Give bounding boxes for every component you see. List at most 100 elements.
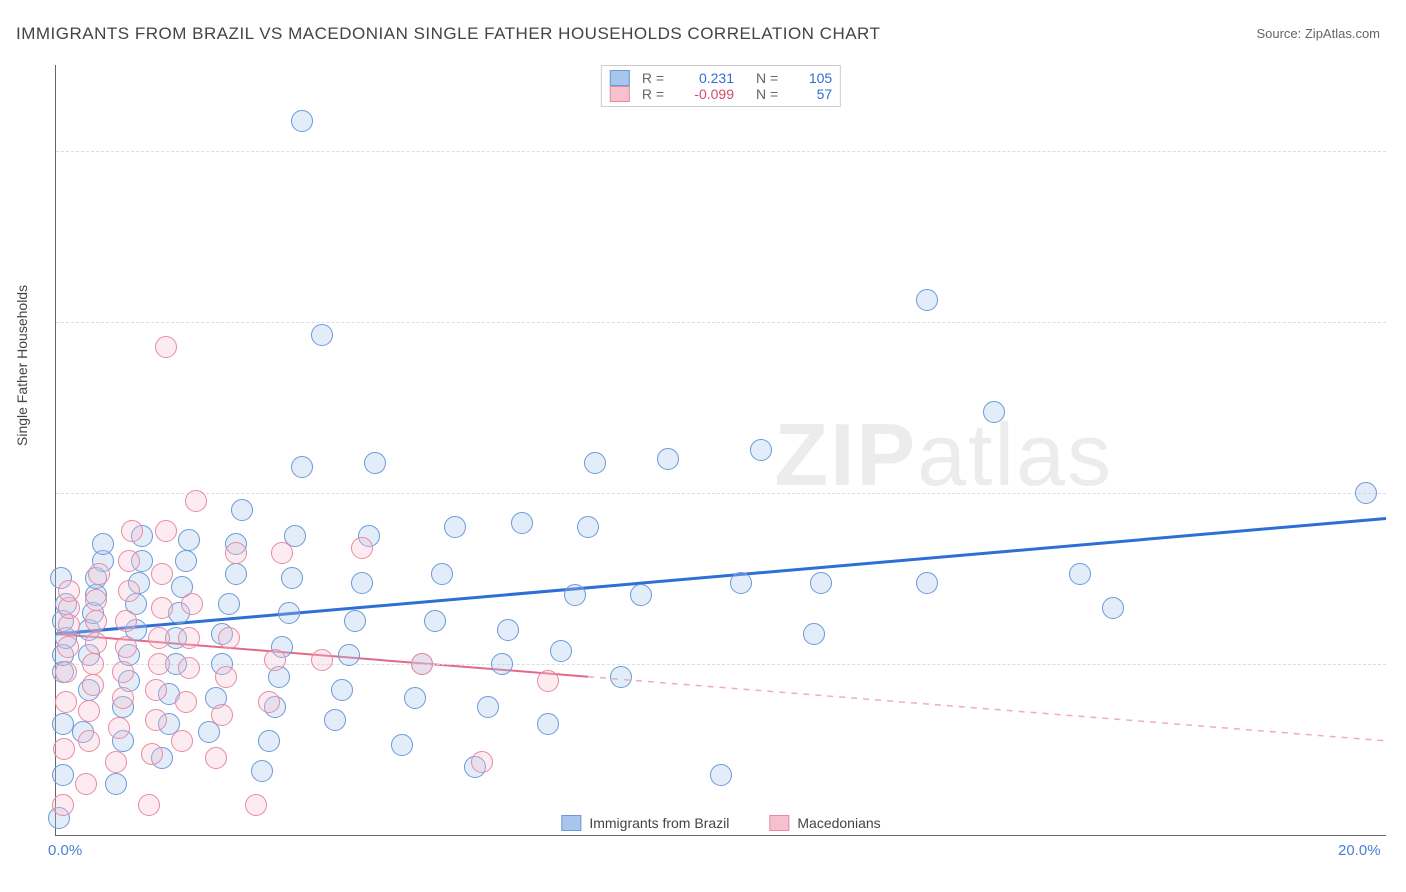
scatter-point-macedonian <box>471 751 493 773</box>
scatter-point-macedonian <box>85 610 107 632</box>
scatter-point-brazil <box>225 563 247 585</box>
scatter-point-macedonian <box>138 794 160 816</box>
legend-stats-row-brazil: R = 0.231 N = 105 <box>610 70 832 86</box>
scatter-point-brazil <box>630 584 652 606</box>
scatter-point-brazil <box>1102 597 1124 619</box>
scatter-point-brazil <box>324 709 346 731</box>
scatter-point-brazil <box>92 533 114 555</box>
scatter-point-macedonian <box>537 670 559 692</box>
scatter-point-brazil <box>52 764 74 786</box>
scatter-point-brazil <box>278 602 300 624</box>
n-value-brazil: 105 <box>792 70 832 86</box>
scatter-point-brazil <box>916 572 938 594</box>
scatter-point-macedonian <box>115 636 137 658</box>
r-value-macedonian: -0.099 <box>678 86 734 102</box>
legend-item-brazil: Immigrants from Brazil <box>561 815 729 831</box>
scatter-point-macedonian <box>178 657 200 679</box>
y-axis-label: Single Father Households <box>14 285 30 446</box>
scatter-point-macedonian <box>181 593 203 615</box>
gridline <box>56 322 1386 323</box>
n-value-macedonian: 57 <box>792 86 832 102</box>
scatter-point-macedonian <box>75 773 97 795</box>
scatter-point-macedonian <box>118 580 140 602</box>
scatter-point-brazil <box>404 687 426 709</box>
scatter-point-macedonian <box>52 794 74 816</box>
scatter-point-brazil <box>710 764 732 786</box>
scatter-point-brazil <box>803 623 825 645</box>
scatter-point-macedonian <box>148 627 170 649</box>
r-value-brazil: 0.231 <box>678 70 734 86</box>
scatter-point-macedonian <box>115 610 137 632</box>
scatter-point-macedonian <box>218 627 240 649</box>
scatter-point-macedonian <box>55 661 77 683</box>
chart-container: IMMIGRANTS FROM BRAZIL VS MACEDONIAN SIN… <box>0 0 1406 892</box>
legend-label-brazil: Immigrants from Brazil <box>589 815 729 831</box>
scatter-point-brazil <box>1069 563 1091 585</box>
scatter-point-macedonian <box>351 537 373 559</box>
scatter-point-macedonian <box>155 336 177 358</box>
r-label: R = <box>642 86 664 102</box>
scatter-point-macedonian <box>85 589 107 611</box>
scatter-point-macedonian <box>151 563 173 585</box>
scatter-point-brazil <box>291 110 313 132</box>
trend-lines <box>56 65 1386 835</box>
scatter-point-macedonian <box>85 632 107 654</box>
scatter-point-macedonian <box>78 730 100 752</box>
scatter-point-brazil <box>311 324 333 346</box>
legend-swatch-brazil <box>561 815 581 831</box>
scatter-point-brazil <box>497 619 519 641</box>
legend-swatch-brazil <box>610 70 630 86</box>
scatter-point-brazil <box>431 563 453 585</box>
scatter-point-brazil <box>338 644 360 666</box>
scatter-point-brazil <box>610 666 632 688</box>
scatter-point-brazil <box>391 734 413 756</box>
plot-area: ZIPatlas R = 0.231 N = 105 R = -0.099 N … <box>55 65 1386 836</box>
scatter-point-brazil <box>730 572 752 594</box>
legend-stats-row-macedonian: R = -0.099 N = 57 <box>610 86 832 102</box>
scatter-point-macedonian <box>145 679 167 701</box>
legend-series: Immigrants from Brazil Macedonians <box>561 815 880 831</box>
scatter-point-brazil <box>916 289 938 311</box>
scatter-point-macedonian <box>112 661 134 683</box>
scatter-point-macedonian <box>171 730 193 752</box>
n-label: N = <box>756 86 778 102</box>
scatter-point-macedonian <box>108 717 130 739</box>
scatter-point-macedonian <box>112 687 134 709</box>
scatter-point-brazil <box>218 593 240 615</box>
scatter-point-brazil <box>537 713 559 735</box>
scatter-point-macedonian <box>225 542 247 564</box>
legend-swatch-macedonian <box>769 815 789 831</box>
scatter-point-brazil <box>564 584 586 606</box>
scatter-point-brazil <box>424 610 446 632</box>
scatter-point-macedonian <box>78 700 100 722</box>
scatter-point-macedonian <box>258 691 280 713</box>
scatter-point-macedonian <box>121 520 143 542</box>
x-tick-label: 0.0% <box>48 842 82 859</box>
r-label: R = <box>642 70 664 86</box>
scatter-point-brazil <box>1355 482 1377 504</box>
scatter-point-macedonian <box>105 751 127 773</box>
scatter-point-brazil <box>281 567 303 589</box>
scatter-point-brazil <box>175 550 197 572</box>
scatter-point-macedonian <box>155 520 177 542</box>
scatter-point-macedonian <box>148 653 170 675</box>
scatter-point-brazil <box>657 448 679 470</box>
scatter-point-macedonian <box>55 691 77 713</box>
scatter-point-macedonian <box>215 666 237 688</box>
x-tick-label: 20.0% <box>1338 842 1381 859</box>
scatter-point-brazil <box>364 452 386 474</box>
scatter-point-macedonian <box>245 794 267 816</box>
legend-swatch-macedonian <box>610 86 630 102</box>
scatter-point-brazil <box>251 760 273 782</box>
scatter-point-macedonian <box>82 653 104 675</box>
scatter-point-brazil <box>52 713 74 735</box>
scatter-point-macedonian <box>58 580 80 602</box>
scatter-point-macedonian <box>141 743 163 765</box>
gridline <box>56 493 1386 494</box>
source-label: Source: ZipAtlas.com <box>1256 26 1380 41</box>
n-label: N = <box>756 70 778 86</box>
scatter-point-brazil <box>344 610 366 632</box>
scatter-point-macedonian <box>145 709 167 731</box>
scatter-point-brazil <box>983 401 1005 423</box>
scatter-point-brazil <box>577 516 599 538</box>
